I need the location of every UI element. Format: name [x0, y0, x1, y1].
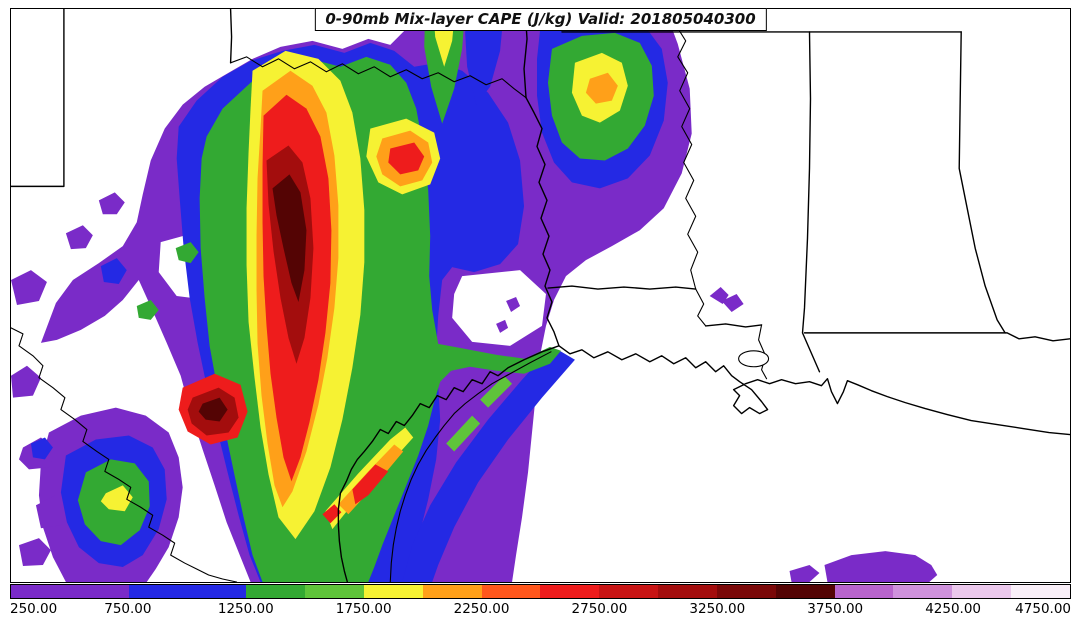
- colorbar-tick-label: 4750.00: [1015, 601, 1071, 617]
- colorbar-tick-label: 1250.00: [217, 601, 274, 617]
- colorbar-segment: [481, 585, 541, 598]
- colorbar: [10, 584, 1071, 599]
- colorbar-tick-label: 4250.00: [925, 601, 982, 617]
- state-borders: [11, 9, 1070, 582]
- state-border-newmexico-texas: [11, 9, 65, 188]
- red-river-texas-oklahoma: [230, 56, 527, 99]
- cape-fill-red-coastal-streaks: [322, 464, 389, 524]
- colorbar-segment: [128, 585, 247, 598]
- colorbar-tick-label: 250.00: [10, 601, 58, 617]
- colorbar-segment: [540, 585, 600, 598]
- cape-fill-maroon-core: [272, 174, 307, 302]
- map-title: 0-90mb Mix-layer CAPE (J/kg) Valid: 2018…: [314, 8, 767, 31]
- colorbar-tick-label: 3750.00: [807, 601, 864, 617]
- mississippi-river: [675, 9, 707, 327]
- colorbar-segment: [246, 585, 306, 598]
- colorbar-tick-label: 2750.00: [571, 601, 628, 617]
- state-border-mississippi-alabama: [801, 31, 821, 373]
- cape-fill-purple-louisiana-speck: [709, 287, 744, 312]
- cape-fill-yellow-cluster-core: [100, 485, 133, 512]
- state-border-arkansas-louisiana: [547, 285, 697, 290]
- colorbar-segment: [658, 585, 717, 598]
- colorbar-segment: [775, 585, 835, 598]
- lake-pontchartrain: [738, 350, 770, 368]
- cape-fill-green-top-streak: [424, 9, 466, 124]
- colorbar-tick-label: 3250.00: [689, 601, 746, 617]
- map-title-text: 0-90mb Mix-layer CAPE (J/kg) Valid: 2018…: [325, 10, 756, 28]
- colorbar-tick-label: 750.00: [104, 601, 152, 617]
- state-border-florida: [803, 332, 1070, 342]
- cape-fill-red-east-hotspot: [388, 142, 425, 175]
- cape-fill-blue-offshore-band: [402, 349, 575, 582]
- colorbar-segment: [599, 585, 659, 598]
- cape-fill-purple-gulf-blob-small: [789, 565, 820, 582]
- colorbar-segment: [305, 585, 364, 598]
- cape-fill-layer-maroon: [198, 174, 307, 422]
- colorbar-segment: [893, 585, 953, 598]
- state-border-oklahoma-west: [229, 9, 233, 64]
- cape-fill-purple-west-fringe: [11, 192, 125, 567]
- colorbar-segment: [422, 585, 482, 598]
- colorbar-segment: [716, 585, 776, 598]
- coastline-texas: [337, 345, 560, 582]
- colorbar-segment: [363, 585, 423, 598]
- rio-grande-river: [11, 327, 238, 582]
- cape-contour-map: [11, 9, 1070, 582]
- state-border-texas-louisiana: [525, 96, 560, 347]
- map-area: 0-90mb Mix-layer CAPE (J/kg) Valid: 2018…: [10, 8, 1071, 583]
- colorbar-tick-label: 1750.00: [335, 601, 392, 617]
- coastline-louisiana-gulf: [558, 345, 1070, 436]
- cape-fill-green-specks: [136, 242, 199, 320]
- state-border-alabama-georgia: [958, 31, 1006, 334]
- state-border-louisiana-mississippi: [704, 323, 763, 328]
- colorbar-segment: [834, 585, 894, 598]
- colorbar-tick-label: 2250.00: [453, 601, 510, 617]
- cape-fill-purple-hole-specks: [496, 296, 521, 333]
- cape-fill-blue-top-streak: [465, 9, 505, 105]
- cape-fill-maroon-rio-grande: [198, 397, 228, 422]
- cape-fill-green-coastal-fingers: [446, 375, 513, 452]
- colorbar-segment: [11, 585, 129, 598]
- barrier-islands-texas: [389, 351, 552, 582]
- colorbar-segment: [952, 585, 1012, 598]
- cape-fill-orange-arkansas-dot: [585, 72, 618, 104]
- cape-fill-blue-west-specks: [30, 258, 127, 460]
- cape-fill-purple-gulf-blob: [824, 551, 938, 582]
- colorbar-segment: [1011, 585, 1070, 598]
- colorbar-tick-labels: 250.00 750.00 1250.00 1750.00 2250.00 2750.00…: [10, 601, 1071, 623]
